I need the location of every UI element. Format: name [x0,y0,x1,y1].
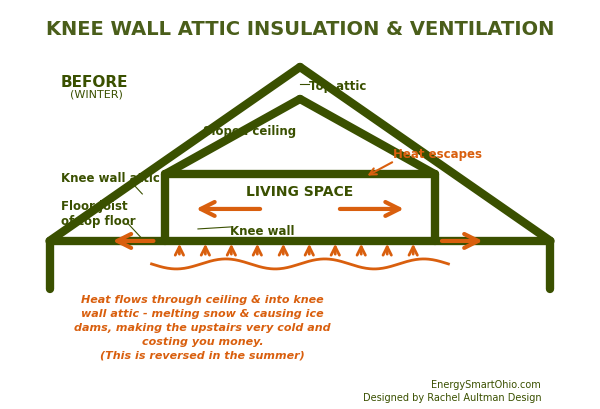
Text: EnergySmartOhio.com
Designed by Rachel Aultman Design: EnergySmartOhio.com Designed by Rachel A… [362,379,541,402]
Text: Knee wall: Knee wall [230,225,295,237]
Text: LIVING SPACE: LIVING SPACE [247,184,353,198]
Text: Knee wall attic: Knee wall attic [61,171,160,184]
Text: Heat flows through ceiling & into knee
wall attic - melting snow & causing ice
d: Heat flows through ceiling & into knee w… [74,294,331,360]
Text: Heat escapes: Heat escapes [393,148,482,161]
Text: (WINTER): (WINTER) [70,90,123,100]
Text: Floor joist
of top floor: Floor joist of top floor [61,200,135,227]
Text: BEFORE: BEFORE [61,75,128,90]
Text: KNEE WALL ATTIC INSULATION & VENTILATION: KNEE WALL ATTIC INSULATION & VENTILATION [46,20,554,39]
Text: Top attic: Top attic [309,80,367,93]
Text: Sloped ceiling: Sloped ceiling [203,125,296,138]
